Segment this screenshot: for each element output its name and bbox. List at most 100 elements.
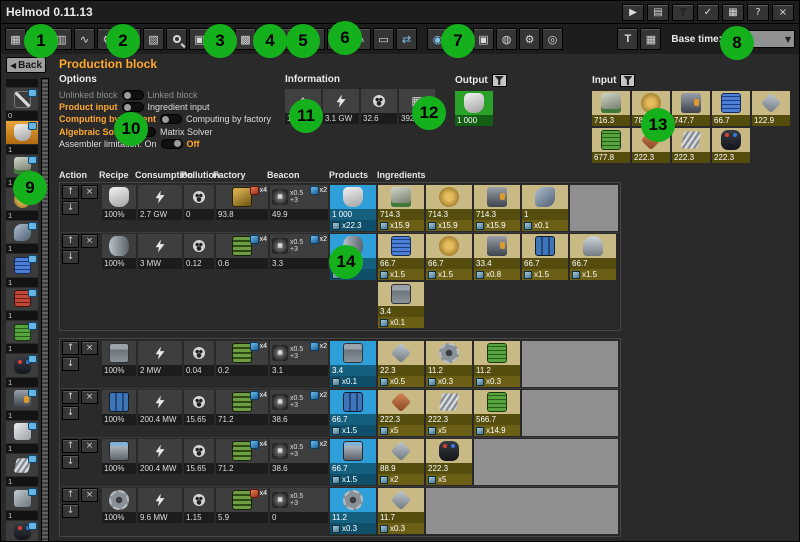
product-item[interactable]: 11.2 x0.3	[330, 488, 376, 534]
ingredient-item[interactable]: 88.9 x2	[378, 439, 424, 485]
gear-button[interactable]: ⚙	[519, 28, 540, 50]
up-arrow-button[interactable]: ↑	[62, 234, 79, 248]
factory-cell[interactable]: x4 71.2	[216, 390, 268, 425]
recipe-cell[interactable]: 100%	[102, 390, 136, 425]
ingredient-item[interactable]: 33.4 x0.8	[474, 234, 520, 280]
ingredient-item[interactable]: 11.7 x0.3	[378, 488, 424, 534]
input-item[interactable]: 122.9	[752, 91, 790, 126]
ingredient-item[interactable]: 66.7 x1.5	[378, 234, 424, 280]
logistics-button[interactable]: ▭	[373, 28, 394, 50]
ingredient-item[interactable]: 11.2 x0.3	[426, 341, 472, 387]
sidebar-item-hammer[interactable]	[6, 88, 38, 111]
beacon-cell[interactable]: + × x0.5 +3 x2 38.6	[270, 439, 328, 474]
ingredient-item[interactable]: 3.4 x0.1	[378, 282, 424, 328]
input-item[interactable]: 222.3	[712, 128, 750, 163]
toggle-switch[interactable]	[160, 138, 183, 149]
factory-cell[interactable]: x4 0.2	[216, 341, 268, 376]
down-arrow-button[interactable]: ↓	[62, 455, 79, 469]
validate-button[interactable]: ✓	[697, 3, 719, 21]
toggle-switch[interactable]	[121, 90, 144, 101]
down-arrow-button[interactable]: ↓	[62, 504, 79, 518]
storage-button[interactable]: ▣	[473, 28, 494, 50]
recipe-cell[interactable]: 100%	[102, 185, 136, 220]
machine-button[interactable]: ◍	[496, 28, 517, 50]
close-button[interactable]: ×	[772, 3, 794, 21]
up-arrow-button[interactable]: ↑	[62, 390, 79, 404]
ingredient-item[interactable]: 66.7 x1.5	[522, 234, 568, 280]
sidebar-item-battery[interactable]	[6, 354, 38, 377]
sidebar-item-processing-unit[interactable]	[6, 254, 38, 277]
beacon-cell[interactable]: + × x0.5 +3 x2 38.6	[270, 390, 328, 425]
up-arrow-button[interactable]: ↑	[62, 185, 79, 199]
up-arrow-button[interactable]: ↑	[62, 439, 79, 453]
sidebar-item-steel-plate[interactable]	[6, 454, 38, 477]
ball-button[interactable]: ◎	[542, 28, 563, 50]
ingredient-item[interactable]: 222.3 x5	[426, 439, 472, 485]
input-item[interactable]: 747.7	[672, 91, 710, 126]
statistics-button[interactable]: ∿	[74, 28, 95, 50]
down-arrow-button[interactable]: ↓	[62, 201, 79, 215]
beacon-cell[interactable]: + × x0.5 +3 x2 3.3	[270, 234, 328, 269]
ingredient-item[interactable]: 66.7 x1.5	[570, 234, 616, 280]
factory-cell[interactable]: x4 93.8	[216, 185, 268, 220]
toggle-switch[interactable]	[121, 102, 144, 113]
output-item[interactable]: 1 000	[455, 91, 493, 126]
ingredient-item[interactable]: 22.3 x0.5	[378, 341, 424, 387]
up-arrow-button[interactable]: ↑	[62, 488, 79, 502]
network-button[interactable]: ⇄	[396, 28, 417, 50]
factory-cell[interactable]: x4 71.2	[216, 439, 268, 474]
preferences-button[interactable]: ▤	[647, 3, 669, 21]
toggle-switch[interactable]	[160, 114, 183, 125]
ingredient-item[interactable]: 11.2 x0.3	[474, 341, 520, 387]
down-arrow-button[interactable]: ↓	[62, 250, 79, 264]
recipe-cell[interactable]: 100%	[102, 341, 136, 376]
beacon-cell[interactable]: + × x0.5 +3 0	[270, 488, 328, 523]
text-edit-button[interactable]: T	[617, 28, 639, 50]
ingredient-item[interactable]: 1 x0.1	[522, 185, 568, 231]
filter-button[interactable]	[672, 3, 694, 21]
sidebar-scrollbar[interactable]	[41, 78, 49, 541]
remove-row-button[interactable]: ×	[81, 234, 98, 248]
down-arrow-button[interactable]: ↓	[62, 357, 79, 371]
back-button[interactable]: ◀ Back	[6, 57, 46, 73]
search-button[interactable]	[166, 28, 187, 50]
sidebar-item-satellite[interactable]	[6, 221, 38, 244]
sidebar-item-electronic-circuit[interactable]	[6, 320, 38, 344]
ingredient-item[interactable]: 714.3 x15.9	[378, 185, 424, 231]
recipe-cell[interactable]: 100%	[102, 439, 136, 474]
remove-row-button[interactable]: ×	[81, 185, 98, 199]
product-item[interactable]: 66.7 x1.5	[330, 439, 376, 485]
remove-row-button[interactable]: ×	[81, 341, 98, 355]
remove-row-button[interactable]: ×	[81, 390, 98, 404]
ingredient-item[interactable]: 714.3 x15.9	[474, 185, 520, 231]
calculator-button[interactable]: ▦	[640, 28, 662, 50]
ingredient-item[interactable]: 566.7 x14.9	[474, 390, 520, 436]
input-item[interactable]: 677.8	[592, 128, 630, 163]
factory-cell[interactable]: x4 5.9	[216, 488, 268, 523]
sidebar-item-battery[interactable]	[6, 520, 38, 541]
compare-button[interactable]: ▧	[143, 28, 164, 50]
run-button[interactable]: ▶	[622, 3, 644, 21]
beacon-cell[interactable]: + × x0.5 +3 x2 3.1	[270, 341, 328, 376]
remove-row-button[interactable]: ×	[81, 488, 98, 502]
factory-button[interactable]: ▦	[5, 28, 26, 50]
up-arrow-button[interactable]: ↑	[62, 341, 79, 355]
remove-row-button[interactable]: ×	[81, 439, 98, 453]
sidebar-item-electric-engine[interactable]	[6, 387, 38, 410]
recipe-cell[interactable]: 100%	[102, 488, 136, 523]
sidebar-item-circuit-red[interactable]	[6, 287, 38, 310]
factory-cell[interactable]: x4 0.6	[216, 234, 268, 269]
sidebar-item-plate-white[interactable]	[6, 420, 38, 444]
ingredient-item[interactable]: 222.3 x5	[378, 390, 424, 436]
scrollbar-thumb[interactable]	[42, 79, 48, 541]
help-button[interactable]: ?	[747, 3, 769, 21]
input-item[interactable]: 66.7	[712, 91, 750, 126]
input-item[interactable]: 716.3	[592, 91, 630, 126]
sidebar-item-science-pack[interactable]	[6, 121, 38, 144]
recipe-cell[interactable]: 100%	[102, 234, 136, 269]
ingredient-item[interactable]: 714.3 x15.9	[426, 185, 472, 231]
product-item[interactable]: 1 000 x22.3	[330, 185, 376, 231]
sidebar-item-iron-plate[interactable]	[6, 487, 38, 510]
output-filter-button[interactable]	[491, 74, 507, 87]
beacon-cell[interactable]: + × x0.5 +3 x2 49.9	[270, 185, 328, 220]
